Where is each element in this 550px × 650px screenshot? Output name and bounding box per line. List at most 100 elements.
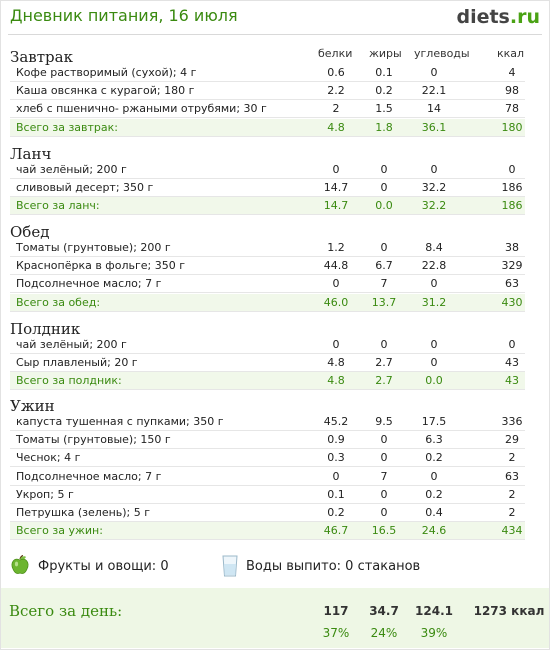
- food-name: Подсолнечное масло; 7 г: [16, 277, 162, 291]
- meal-total-label: Всего за ужин:: [16, 524, 103, 538]
- carbs-value: 36.1: [421, 120, 447, 134]
- day-carbs-pct: 39%: [420, 626, 448, 640]
- kcal-value: 38: [505, 241, 519, 254]
- fats-value: 1.5: [375, 102, 393, 116]
- fats-value: 0: [380, 487, 388, 501]
- food-row[interactable]: сливовый десерт; 350 г 14.7 0 32.2 186: [10, 179, 525, 198]
- food-name: Чеснок; 4 г: [16, 451, 81, 465]
- page-title: Дневник питания, 16 июля: [10, 6, 238, 25]
- food-name: Каша овсянка с курагой; 180 г: [16, 84, 195, 98]
- proteins-value: 0.6: [327, 66, 345, 79]
- kcal-value: 63: [505, 277, 519, 291]
- food-row[interactable]: Укроп; 5 г 0.1 0 0.2 2: [10, 486, 525, 504]
- proteins-value: 45.2: [323, 415, 349, 428]
- kcal-value: 43: [505, 356, 519, 370]
- apple-icon: [11, 555, 29, 574]
- kcal-value: 0: [508, 338, 516, 351]
- day-fats: 34.7: [369, 604, 399, 618]
- food-row[interactable]: Петрушка (зелень); 5 г 0.2 0 0.4 2: [10, 504, 525, 522]
- logo-main: diets: [456, 6, 510, 28]
- water-glass-icon: [222, 555, 238, 577]
- food-row[interactable]: Чеснок; 4 г 0.3 0 0.2 2: [10, 449, 525, 468]
- food-row[interactable]: Сыр плавленый; 20 г 4.8 2.7 0 43: [10, 354, 525, 373]
- kcal-value: 78: [505, 102, 519, 116]
- food-row[interactable]: хлеб с пшенично- ржаными отрубями; 30 г 2…: [10, 100, 525, 119]
- carbs-value: 0: [430, 66, 438, 79]
- proteins-value: 4.8: [327, 120, 345, 134]
- kcal-value: 336: [501, 415, 523, 428]
- kcal-value: 63: [505, 469, 519, 483]
- day-kcal: 1273 ккал: [473, 604, 545, 618]
- kcal-value: 434: [501, 524, 523, 538]
- kcal-value: 430: [501, 295, 523, 309]
- proteins-value: 0: [332, 277, 340, 291]
- fats-value: 0.1: [375, 66, 393, 79]
- fats-value: 9.5: [375, 415, 393, 428]
- carbs-value: 0.2: [425, 487, 443, 501]
- proteins-value: 0: [332, 469, 340, 483]
- food-name: Петрушка (зелень); 5 г: [16, 506, 151, 519]
- day-proteins-pct: 37%: [322, 626, 350, 640]
- food-row[interactable]: чай зелёный; 200 г 0 0 0 0: [10, 336, 525, 354]
- water-text: Воды выпито: 0 стаканов: [246, 559, 421, 574]
- proteins-value: 0: [332, 163, 340, 176]
- day-fats-pct: 24%: [370, 626, 398, 640]
- fats-value: 7: [380, 469, 388, 483]
- meal-title: Ужин: [10, 397, 55, 415]
- carbs-value: 32.2: [421, 181, 447, 195]
- food-row[interactable]: Краснопёрка в фольге; 350 г 44.8 6.7 22.8 32…: [10, 257, 525, 276]
- food-name: чай зелёный; 200 г: [16, 163, 127, 176]
- proteins-value: 0.3: [327, 451, 345, 465]
- proteins-value: 4.8: [327, 374, 345, 388]
- kcal-value: 4: [508, 66, 516, 79]
- carbs-value: 14: [427, 102, 441, 116]
- proteins-value: 46.0: [323, 295, 349, 309]
- day-total-label: Всего за день:: [9, 602, 123, 620]
- proteins-value: 0: [332, 338, 340, 351]
- carbs-value: 17.5: [421, 415, 447, 428]
- food-row[interactable]: капуста тушенная с пупками; 350 г 45.2 9.5…: [10, 413, 525, 431]
- fats-value: 16.5: [371, 524, 397, 538]
- proteins-value: 2.2: [327, 84, 345, 98]
- meal-total-label: Всего за обед:: [16, 295, 101, 309]
- carbs-value: 22.1: [421, 84, 447, 98]
- food-name: хлеб с пшенично- ржаными отрубями; 30 г: [16, 102, 267, 116]
- proteins-value: 1.2: [327, 241, 345, 254]
- food-row[interactable]: Каша овсянка с курагой; 180 г 2.2 0.2 22.1 9…: [10, 82, 525, 101]
- day-carbs: 124.1: [415, 604, 453, 618]
- food-row[interactable]: Томаты (грунтовые); 150 г 0.9 0 6.3 29: [10, 431, 525, 450]
- fats-value: 0: [380, 163, 388, 176]
- meal-title: Ланч: [10, 145, 52, 163]
- food-row[interactable]: Кофе растворимый (сухой); 4 г 0.6 0.1 0 4: [10, 64, 525, 82]
- fats-value: 6.7: [375, 259, 393, 273]
- meal-total-row: Всего за ланч: 14.7 0.0 32.2 186: [10, 197, 525, 216]
- meal-total-label: Всего за завтрак:: [16, 120, 119, 134]
- carbs-value: 6.3: [425, 433, 443, 447]
- meal-total-row: Всего за ужин: 46.7 16.5 24.6 434: [10, 522, 525, 541]
- meal-total-row: Всего за завтрак: 4.8 1.8 36.1 180: [10, 118, 525, 137]
- fats-value: 0: [380, 241, 388, 254]
- kcal-value: 2: [508, 487, 516, 501]
- carbs-value: 0: [430, 356, 438, 370]
- food-name: Краснопёрка в фольге; 350 г: [16, 259, 185, 273]
- fats-value: 0: [380, 338, 388, 351]
- kcal-value: 2: [508, 506, 516, 519]
- fats-value: 13.7: [371, 295, 397, 309]
- col-fats: жиры: [369, 47, 402, 60]
- carbs-value: 8.4: [425, 241, 443, 254]
- meal-total-label: Всего за ланч:: [16, 199, 100, 213]
- kcal-value: 43: [505, 374, 519, 388]
- food-row[interactable]: Подсолнечное масло; 7 г 0 7 0 63: [10, 275, 525, 294]
- food-row[interactable]: чай зелёный; 200 г 0 0 0 0: [10, 161, 525, 179]
- carbs-value: 22.8: [421, 259, 447, 273]
- col-kcal: ккал: [497, 47, 525, 60]
- proteins-value: 14.7: [323, 199, 349, 213]
- fats-value: 7: [380, 277, 388, 291]
- meal-title: Завтрак: [10, 48, 73, 66]
- food-row[interactable]: Томаты (грунтовые); 200 г 1.2 0 8.4 38: [10, 239, 525, 257]
- kcal-value: 98: [505, 84, 519, 98]
- site-logo[interactable]: diets.ru: [456, 6, 540, 28]
- food-row[interactable]: Подсолнечное масло; 7 г 0 7 0 63: [10, 468, 525, 486]
- col-proteins: белки: [318, 47, 353, 60]
- proteins-value: 0.9: [327, 433, 345, 447]
